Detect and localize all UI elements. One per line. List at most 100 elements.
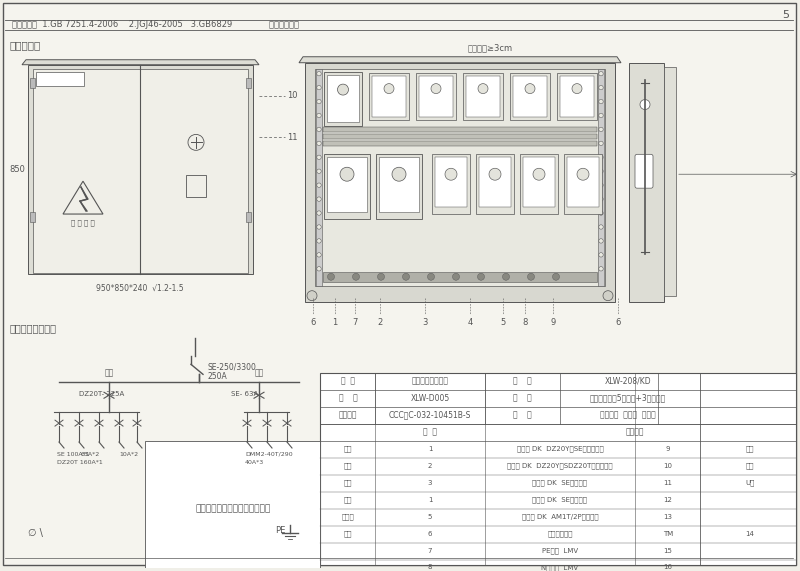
Text: 850: 850 [9, 165, 25, 174]
Polygon shape [63, 181, 103, 214]
Circle shape [317, 183, 321, 187]
Bar [320, 373, 796, 565]
Circle shape [317, 253, 321, 257]
Bar [520, 154, 558, 214]
Circle shape [317, 225, 321, 229]
Bar [324, 154, 370, 219]
Text: 4: 4 [467, 317, 473, 327]
Bar [419, 76, 453, 118]
Text: 断路器 DK  DZ20Y（SDZ20T）透明系列: 断路器 DK DZ20Y（SDZ20T）透明系列 [507, 463, 613, 469]
Bar [664, 67, 676, 296]
Bar [323, 127, 597, 132]
Circle shape [598, 127, 603, 131]
Circle shape [353, 274, 359, 280]
Text: TM: TM [663, 530, 673, 537]
Circle shape [598, 253, 603, 257]
Text: 序  号: 序 号 [423, 428, 437, 437]
Text: 型    号: 型 号 [513, 377, 531, 386]
Text: 级分配电箱（5路动力+3路照明）: 级分配电箱（5路动力+3路照明） [590, 394, 666, 403]
Circle shape [188, 134, 204, 150]
Text: 63A*2: 63A*2 [81, 452, 100, 457]
Bar [327, 157, 367, 212]
Text: 11: 11 [663, 480, 673, 486]
Bar [479, 157, 511, 207]
Text: 3: 3 [422, 317, 428, 327]
Bar [324, 72, 362, 126]
Text: 6: 6 [615, 317, 621, 327]
Bar [323, 272, 597, 282]
Text: 用    途: 用 途 [513, 411, 531, 420]
Bar [598, 69, 604, 286]
Circle shape [598, 113, 603, 118]
Text: 照明: 照明 [254, 368, 264, 377]
Text: 标牌: 标牌 [746, 463, 754, 469]
Text: XLW-208/KD: XLW-208/KD [605, 377, 651, 386]
Bar [28, 65, 253, 274]
Circle shape [502, 274, 510, 280]
Bar [186, 175, 206, 197]
Circle shape [340, 167, 354, 181]
Text: 试验报告: 试验报告 [338, 411, 358, 420]
Text: 总装配图：: 总装配图： [10, 40, 42, 50]
Circle shape [553, 274, 559, 280]
Bar [523, 157, 555, 207]
Circle shape [317, 155, 321, 159]
Bar [315, 69, 605, 286]
Polygon shape [299, 57, 621, 63]
Text: 1: 1 [428, 446, 432, 452]
Text: 7: 7 [428, 548, 432, 553]
Circle shape [431, 83, 441, 94]
Text: 元件间距≥3cm: 元件间距≥3cm [467, 44, 513, 53]
Circle shape [527, 274, 534, 280]
Circle shape [317, 141, 321, 146]
Text: SE- 63A: SE- 63A [231, 391, 258, 397]
Text: 12: 12 [663, 497, 673, 503]
Circle shape [317, 99, 321, 104]
Text: 2: 2 [378, 317, 382, 327]
Bar [463, 73, 503, 120]
Text: 审核: 审核 [344, 496, 352, 503]
Circle shape [445, 168, 457, 180]
Text: 9: 9 [666, 446, 670, 452]
Text: DZ20T 160A*1: DZ20T 160A*1 [57, 460, 102, 465]
Text: N线端子  LMV: N线端子 LMV [542, 564, 578, 571]
Bar [629, 63, 664, 301]
Bar [466, 76, 500, 118]
Circle shape [317, 211, 321, 215]
Circle shape [317, 239, 321, 243]
Circle shape [598, 169, 603, 174]
Text: 10A*2: 10A*2 [119, 452, 138, 457]
Text: 14: 14 [746, 530, 754, 537]
Text: 3: 3 [428, 480, 432, 486]
Circle shape [453, 274, 459, 280]
Circle shape [598, 211, 603, 215]
Circle shape [392, 167, 406, 181]
Text: 950*850*240  √1.2-1.5: 950*850*240 √1.2-1.5 [96, 284, 184, 293]
Bar [30, 78, 35, 87]
Text: 15: 15 [663, 548, 673, 553]
Text: 主要配件: 主要配件 [626, 428, 644, 437]
Circle shape [317, 127, 321, 131]
Circle shape [317, 113, 321, 118]
Text: 5: 5 [500, 317, 506, 327]
Text: 9: 9 [550, 317, 556, 327]
Circle shape [378, 274, 385, 280]
Bar [416, 73, 456, 120]
Bar [323, 142, 597, 146]
Circle shape [598, 71, 603, 76]
Bar [36, 72, 84, 86]
Text: 规    格: 规 格 [513, 394, 531, 403]
Text: 250A: 250A [207, 372, 226, 381]
Text: PE端子  LMV: PE端子 LMV [542, 547, 578, 554]
Circle shape [478, 274, 485, 280]
Text: U槽: U槽 [746, 480, 754, 486]
Bar [513, 76, 547, 118]
Circle shape [327, 274, 334, 280]
Circle shape [598, 183, 603, 187]
Text: 10: 10 [287, 91, 298, 100]
FancyBboxPatch shape [635, 154, 653, 188]
Bar [145, 441, 320, 571]
Bar [316, 69, 322, 286]
Text: 断路器 DK  DZ20Y（SE）透明系列: 断路器 DK DZ20Y（SE）透明系列 [517, 446, 603, 452]
Text: 13: 13 [663, 514, 673, 520]
